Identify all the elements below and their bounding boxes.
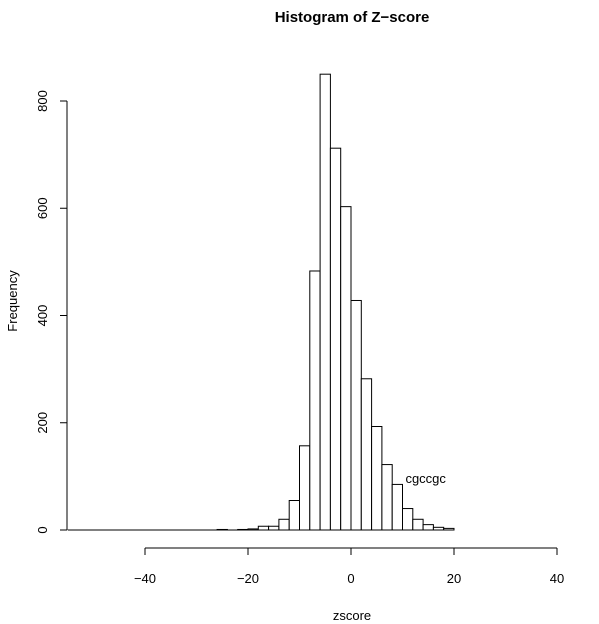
x-axis-label: zscore	[333, 608, 371, 623]
annotation-label: cgccgc	[405, 471, 446, 486]
histogram-bar	[381, 464, 393, 531]
y-tick-label: 200	[35, 412, 50, 434]
histogram-bar	[432, 526, 445, 531]
histogram-bar	[443, 527, 455, 531]
histogram-bar	[371, 426, 383, 531]
annotations: cgccgc	[405, 471, 446, 486]
y-axis-label: Frequency	[5, 270, 20, 332]
histogram-bar	[391, 483, 404, 531]
histogram-bar	[288, 500, 301, 531]
histogram-bar	[237, 528, 249, 531]
chart-title: Histogram of Z−score	[275, 9, 430, 26]
histogram-bar	[340, 206, 352, 531]
x-tick-label: 20	[447, 571, 461, 586]
x-axis: −40 −20 0 20 40	[134, 547, 564, 586]
y-tick-label: 400	[35, 305, 50, 327]
y-tick-label: 0	[35, 526, 50, 533]
y-tick-label: 600	[35, 197, 50, 219]
x-tick-label: −40	[134, 571, 156, 586]
histogram-bar	[412, 518, 424, 531]
histogram-bar	[216, 528, 228, 531]
histogram-bar	[309, 270, 321, 531]
histogram-bar	[422, 524, 434, 531]
histogram-bar	[299, 445, 311, 531]
x-tick-label: 0	[347, 571, 354, 586]
histogram-bar	[257, 525, 270, 531]
plot-area	[67, 73, 455, 531]
histogram-bar	[319, 73, 331, 531]
histogram-bar	[278, 518, 290, 531]
histogram-bar	[402, 508, 414, 531]
x-tick-label: −20	[237, 571, 259, 586]
x-tick-label: 40	[550, 571, 564, 586]
y-tick-label: 800	[35, 90, 50, 112]
histogram-bar	[360, 378, 373, 531]
histogram-bar	[268, 525, 280, 531]
histogram-bar	[329, 147, 342, 531]
y-axis: 0 200 400 600 800	[35, 90, 68, 534]
histogram-bar	[247, 528, 259, 531]
histogram-bar	[350, 299, 362, 531]
